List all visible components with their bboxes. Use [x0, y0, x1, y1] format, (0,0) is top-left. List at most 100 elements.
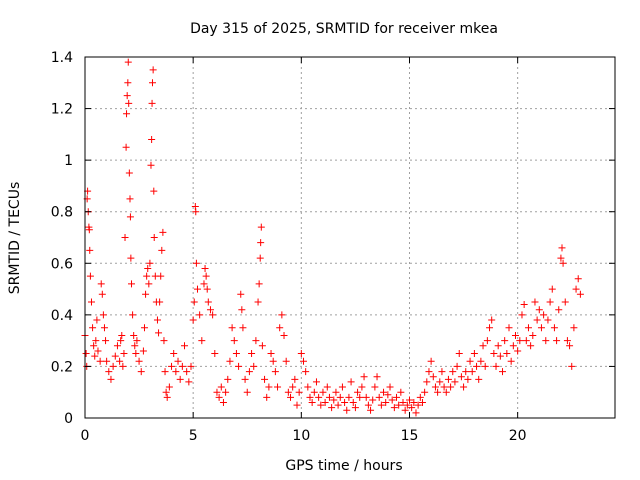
data-point — [211, 350, 219, 358]
data-point — [132, 350, 140, 358]
data-point — [192, 208, 200, 216]
data-point — [293, 401, 301, 409]
data-point — [328, 404, 336, 412]
data-point — [226, 357, 234, 365]
data-point — [373, 373, 381, 381]
data-point — [128, 280, 136, 288]
data-point — [382, 399, 390, 407]
data-point — [109, 362, 117, 370]
data-point — [447, 383, 455, 391]
x-tick-label: 20 — [509, 428, 527, 444]
data-point — [278, 311, 286, 319]
data-point — [287, 393, 295, 401]
data-point — [183, 368, 191, 376]
data-point — [308, 399, 316, 407]
data-point — [499, 368, 507, 376]
data-point — [269, 357, 277, 365]
data-point — [129, 311, 137, 319]
data-point — [414, 401, 422, 409]
data-point — [572, 285, 580, 293]
data-point — [217, 383, 225, 391]
data-point — [501, 337, 509, 345]
data-point — [98, 290, 106, 298]
data-point — [159, 228, 167, 236]
data-point — [312, 378, 320, 386]
data-point — [213, 388, 221, 396]
data-point — [263, 393, 271, 401]
data-point — [410, 399, 418, 407]
data-point — [203, 285, 211, 293]
data-point — [137, 368, 145, 376]
data-point — [566, 342, 574, 350]
data-point — [401, 406, 409, 414]
data-point — [416, 393, 424, 401]
data-point — [228, 324, 236, 332]
data-point — [438, 368, 446, 376]
data-point — [139, 347, 147, 355]
data-point — [544, 316, 552, 324]
data-point — [371, 383, 379, 391]
data-point — [125, 169, 133, 177]
data-point — [147, 161, 155, 169]
data-point — [494, 342, 502, 350]
data-point — [425, 368, 433, 376]
data-point — [533, 316, 541, 324]
data-point — [347, 378, 355, 386]
data-point — [146, 259, 154, 267]
data-point — [235, 362, 243, 370]
data-point — [442, 388, 450, 396]
y-tick-label: 0.8 — [51, 205, 73, 221]
data-point — [107, 375, 115, 383]
data-point — [503, 350, 511, 358]
data-point — [550, 324, 558, 332]
data-point — [91, 352, 99, 360]
data-point — [267, 350, 275, 358]
data-point — [193, 285, 201, 293]
data-point — [102, 337, 110, 345]
data-point — [323, 383, 331, 391]
data-point — [362, 393, 370, 401]
data-point — [178, 362, 186, 370]
data-point — [201, 264, 209, 272]
data-point — [553, 337, 561, 345]
data-point — [100, 324, 108, 332]
data-point — [380, 388, 388, 396]
data-point — [397, 388, 405, 396]
y-tick-label: 0.2 — [51, 359, 73, 375]
data-point — [265, 383, 273, 391]
data-point — [130, 331, 138, 339]
data-point — [429, 373, 437, 381]
data-point — [187, 362, 195, 370]
data-point — [239, 324, 247, 332]
data-point — [462, 368, 470, 376]
data-point — [343, 406, 351, 414]
data-point — [408, 404, 416, 412]
data-point — [470, 350, 478, 358]
data-point — [546, 298, 554, 306]
data-point — [558, 244, 566, 252]
data-point — [255, 280, 263, 288]
data-point — [455, 350, 463, 358]
data-point — [557, 254, 565, 262]
data-point — [531, 298, 539, 306]
data-point — [215, 393, 223, 401]
data-point — [431, 383, 439, 391]
data-point — [330, 396, 338, 404]
data-point — [434, 388, 442, 396]
data-point — [144, 264, 152, 272]
data-point — [241, 375, 249, 383]
data-point — [209, 311, 217, 319]
data-point — [148, 99, 156, 107]
data-point — [176, 375, 184, 383]
y-tick-label: 1.4 — [51, 50, 73, 66]
data-point — [198, 337, 206, 345]
data-point — [315, 393, 323, 401]
data-point — [444, 375, 452, 383]
data-point — [126, 195, 134, 203]
data-point — [97, 280, 105, 288]
data-point — [436, 378, 444, 386]
data-point — [457, 373, 465, 381]
data-point — [486, 324, 494, 332]
data-point — [165, 383, 173, 391]
data-point — [162, 388, 170, 396]
